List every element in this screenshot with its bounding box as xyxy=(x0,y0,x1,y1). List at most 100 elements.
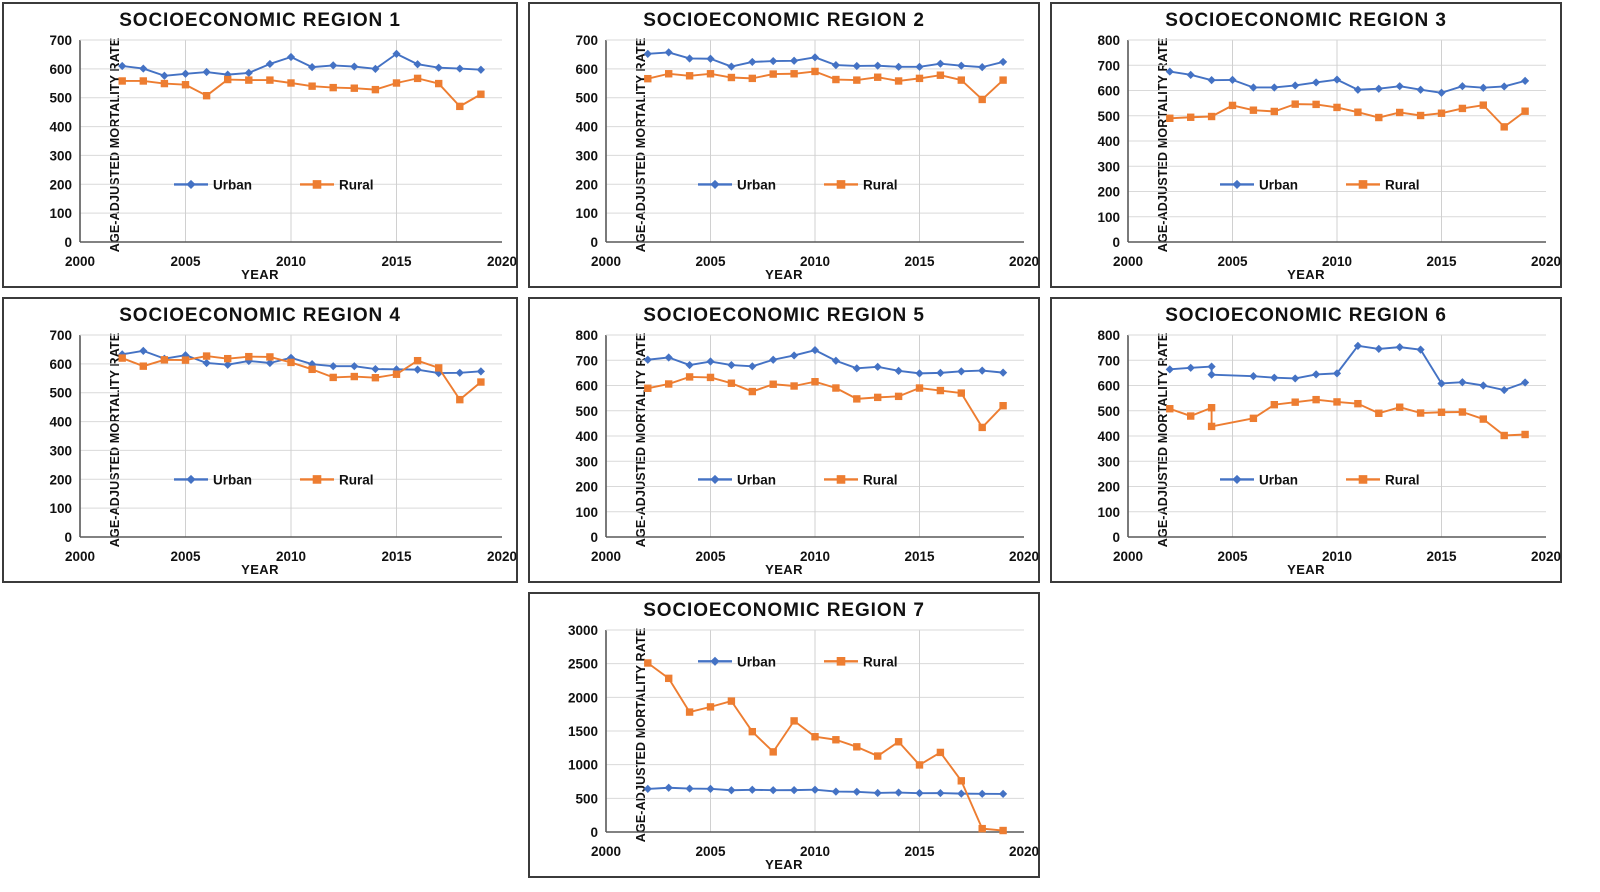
data-point-rural xyxy=(915,74,924,83)
y-tick-label: 700 xyxy=(49,328,72,343)
y-tick-label: 600 xyxy=(575,62,598,77)
data-point-urban xyxy=(790,56,799,65)
series-line-rural xyxy=(122,77,482,108)
data-point-rural xyxy=(350,372,358,381)
data-point-urban xyxy=(957,789,966,798)
legend-label-rural: Rural xyxy=(339,472,374,487)
data-point-urban xyxy=(413,60,422,69)
y-tick-label: 0 xyxy=(64,530,72,545)
data-point-rural xyxy=(1375,409,1383,417)
y-tick-label: 800 xyxy=(1097,33,1120,48)
x-tick-label: 2020 xyxy=(1009,254,1039,269)
series-line-rural xyxy=(1169,398,1526,437)
data-point-rural xyxy=(413,74,422,83)
data-point-urban xyxy=(350,62,359,71)
y-tick-label: 300 xyxy=(575,148,598,163)
data-point-rural xyxy=(371,85,380,94)
data-point-urban xyxy=(1416,345,1425,354)
data-point-urban xyxy=(1207,362,1216,371)
series-line-urban xyxy=(647,349,1004,375)
data-point-urban xyxy=(685,784,694,793)
y-tick-label: 0 xyxy=(590,235,598,250)
chart-title: SOCIOECONOMIC REGION 2 xyxy=(643,10,925,31)
legend-marker-square-icon xyxy=(836,657,846,666)
y-tick-label: 200 xyxy=(1097,185,1120,200)
data-point-urban xyxy=(852,61,861,71)
legend-label-rural: Rural xyxy=(1385,177,1420,192)
data-point-rural xyxy=(957,76,965,84)
series-line-rural xyxy=(647,662,1004,832)
data-point-rural xyxy=(957,777,965,785)
x-tick-label: 2010 xyxy=(1322,549,1352,564)
data-point-urban xyxy=(1291,374,1300,383)
y-tick-label: 400 xyxy=(1097,429,1120,444)
data-point-urban xyxy=(915,369,924,378)
data-point-urban xyxy=(139,346,148,355)
plot-area: 0 100 200 300 400 500 600 700 800 2000 2005 2010 201… xyxy=(1097,328,1561,564)
data-point-rural xyxy=(1207,112,1216,121)
data-point-urban xyxy=(664,783,673,792)
x-tick-label: 2015 xyxy=(1426,549,1457,564)
data-point-rural xyxy=(266,353,274,361)
y-tick-label: 500 xyxy=(1097,109,1120,124)
data-point-rural xyxy=(1354,108,1362,116)
y-tick-label: 0 xyxy=(1112,530,1120,545)
data-point-rural xyxy=(665,380,673,388)
data-point-rural xyxy=(477,378,485,386)
chart-title: SOCIOECONOMIC REGION 1 xyxy=(119,10,401,31)
y-tick-label: 0 xyxy=(64,235,72,250)
data-point-rural xyxy=(1416,409,1425,417)
chart-title: SOCIOECONOMIC REGION 6 xyxy=(1165,305,1447,326)
chart-panel-region-1: SOCIOECONOMIC REGION 1 AGE-ADJUSTED MORTA… xyxy=(2,2,518,288)
data-point-urban xyxy=(476,65,485,74)
legend-label-urban: Urban xyxy=(1259,472,1298,487)
data-point-urban xyxy=(685,54,694,63)
data-point-rural xyxy=(308,82,316,90)
chart-panel-region-6: SOCIOECONOMIC REGION 6 AGE-ADJUSTED MORTA… xyxy=(1050,297,1562,583)
chart-panel-region-2: SOCIOECONOMIC REGION 2 AGE-ADJUSTED MORTA… xyxy=(528,2,1040,288)
data-point-urban xyxy=(769,56,778,66)
legend-marker-square-icon xyxy=(1358,475,1368,484)
chart-title: SOCIOECONOMIC REGION 5 xyxy=(643,305,925,326)
data-point-urban xyxy=(999,789,1008,798)
data-point-urban xyxy=(181,69,190,78)
legend-label-urban: Urban xyxy=(737,472,776,487)
data-point-rural xyxy=(999,826,1007,835)
data-point-rural xyxy=(1521,430,1529,439)
data-point-rural xyxy=(936,386,945,395)
x-axis-label: YEAR xyxy=(241,267,279,282)
data-point-urban xyxy=(308,360,317,369)
data-point-urban xyxy=(852,787,861,796)
data-point-urban xyxy=(434,368,443,378)
data-point-urban xyxy=(371,64,380,73)
y-tick-label: 400 xyxy=(1097,134,1120,149)
data-point-urban xyxy=(392,49,401,58)
data-point-rural xyxy=(1312,395,1320,404)
x-tick-label: 2015 xyxy=(381,549,412,564)
x-tick-label: 2010 xyxy=(276,549,306,564)
data-point-rural xyxy=(978,824,986,833)
data-point-urban xyxy=(1521,378,1530,387)
data-point-urban xyxy=(1291,81,1300,90)
y-tick-label: 400 xyxy=(49,120,72,135)
legend-marker-square-icon xyxy=(312,180,322,189)
data-point-rural xyxy=(1437,109,1446,117)
data-point-urban xyxy=(957,367,966,376)
data-point-rural xyxy=(1521,107,1529,115)
data-point-rural xyxy=(1333,398,1341,406)
chart-panel-region-3: SOCIOECONOMIC REGION 3 AGE-ADJUSTED MORTA… xyxy=(1050,2,1562,288)
data-point-rural xyxy=(224,75,232,84)
y-tick-label: 700 xyxy=(575,353,598,368)
data-point-urban xyxy=(769,355,778,364)
data-point-rural xyxy=(706,373,715,382)
data-point-rural xyxy=(1437,408,1446,416)
x-tick-label: 2015 xyxy=(381,254,412,269)
data-point-urban xyxy=(455,368,464,377)
data-point-rural xyxy=(1500,431,1508,440)
data-point-rural xyxy=(1270,107,1278,116)
y-tick-label: 400 xyxy=(49,415,72,430)
data-point-urban xyxy=(873,788,882,798)
data-point-rural xyxy=(139,362,147,370)
y-tick-label: 700 xyxy=(49,33,72,48)
legend-marker-diamond-icon xyxy=(1232,474,1242,485)
